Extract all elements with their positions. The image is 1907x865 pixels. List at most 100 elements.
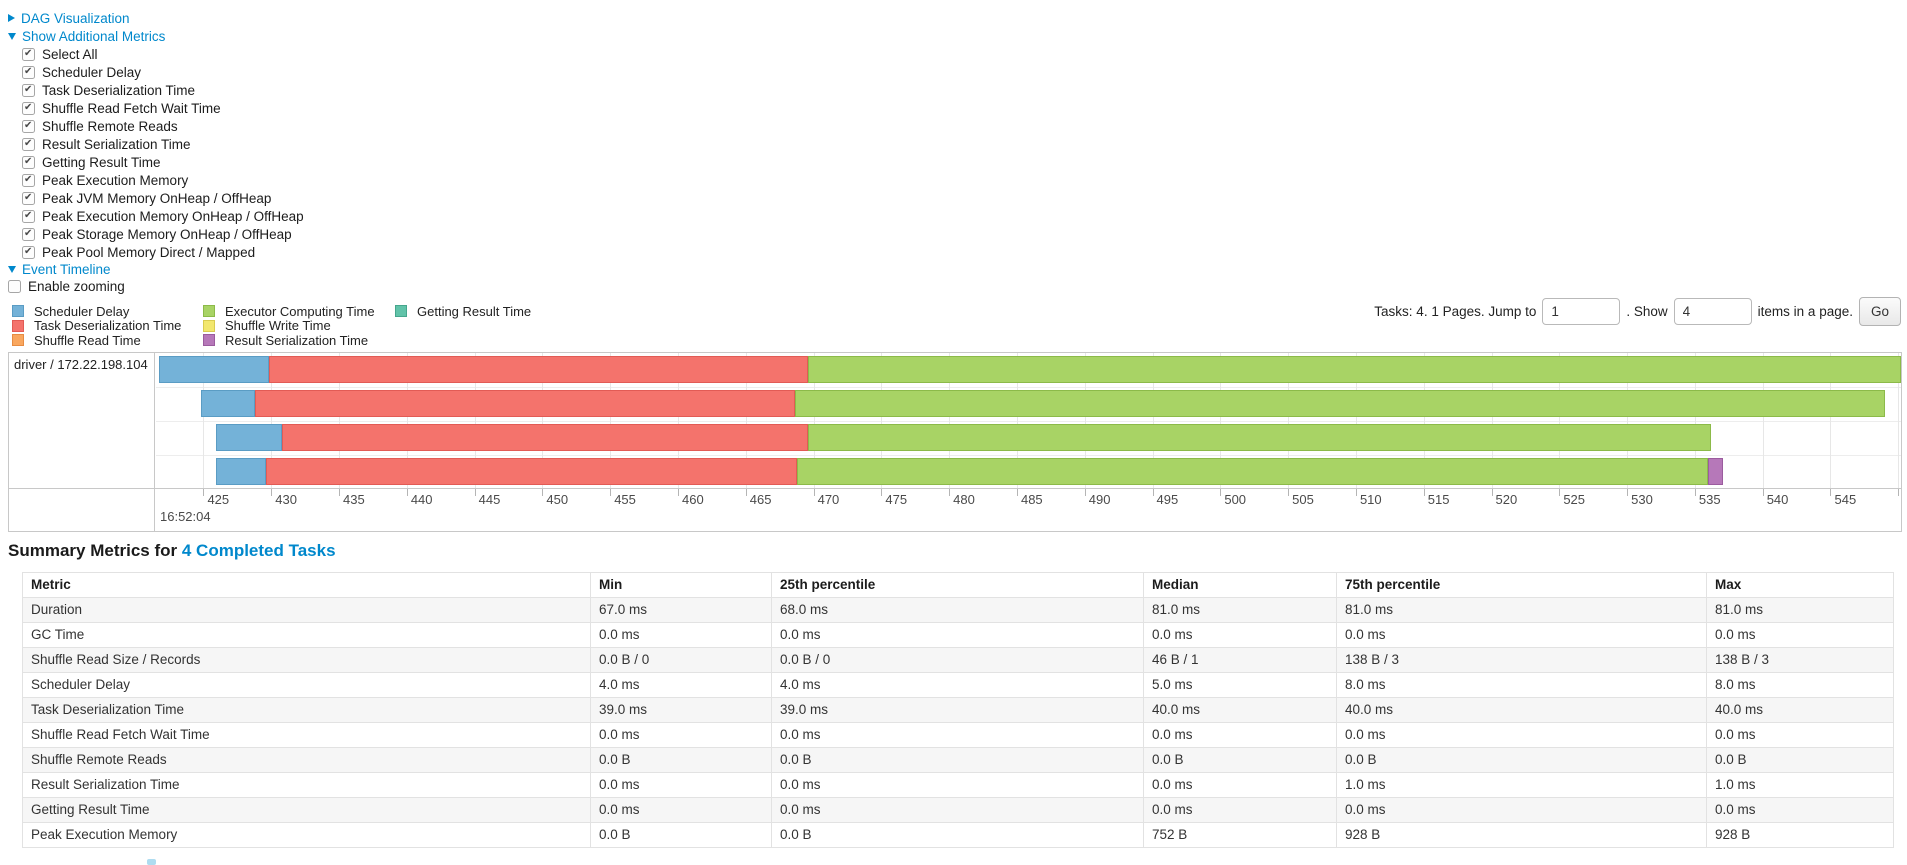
summary-metrics-title: Summary Metrics for 4 Completed Tasks [8,541,336,561]
metric-value-cell: 81.0 ms [1706,597,1894,623]
metric-checkbox-7[interactable] [22,173,35,187]
metric-checkbox-11[interactable] [22,245,35,259]
metric-value-cell: 0.0 ms [771,622,1144,648]
gridline [1152,353,1154,488]
metric-value-cell: 0.0 ms [1143,797,1337,823]
timeline-segment-task-3-result_serialization[interactable] [1708,458,1724,485]
enable-zooming-checkbox[interactable] [8,279,21,293]
metric-checkbox-8[interactable] [22,191,35,205]
dag-visualization-toggle[interactable]: DAG Visualization [8,10,130,26]
axis-tick [203,489,205,496]
legend-item-task_deserialization: Task Deserialization Time [12,318,181,333]
metric-value-cell: 0.0 ms [590,797,772,823]
metric-value-cell: 0.0 B [1143,747,1337,773]
metric-checkbox-2[interactable] [22,83,35,97]
metric-checkbox-4[interactable] [22,119,35,133]
expanded-arrow-icon [8,265,16,273]
metric-checkbox-0[interactable] [22,47,35,61]
gridline [949,353,951,488]
timeline-segment-task-3-executor_computing[interactable] [797,458,1709,485]
gridline [542,353,544,488]
metric-checkbox-5[interactable] [22,137,35,151]
gridline [1627,353,1629,488]
task-pagination: Tasks: 4. 1 Pages. Jump to . Show items … [1374,294,1901,328]
axis-tick-label: 520 [1495,492,1518,507]
axis-tick [1355,489,1357,496]
timeline-segment-task-1-scheduler_delay[interactable] [200,390,255,417]
metric-value-cell: 138 B / 3 [1336,647,1707,673]
gridline [406,353,408,488]
timeline-segment-task-2-executor_computing[interactable] [808,424,1712,451]
event-timeline-toggle[interactable]: Event Timeline [8,261,111,277]
metric-value-cell: 1.0 ms [1706,772,1894,798]
legend-swatch-icon [12,334,24,347]
additional-metrics-checkbox-list: Select All Scheduler Delay Task Deserializ… [22,45,304,261]
legend-item-getting_result: Getting Result Time [395,304,531,319]
axis-tick-label: 430 [275,492,297,507]
axis-tick [1898,489,1900,496]
gridline [1898,353,1900,488]
axis-tick [1220,489,1222,496]
metric-checkbox-row: Result Serialization Time [22,135,304,153]
metric-checkbox-row: Peak Pool Memory Direct / Mapped [22,243,304,261]
metric-name-cell: Scheduler Delay [22,672,591,698]
gridline [1559,353,1561,488]
jump-to-page-input[interactable] [1542,297,1621,325]
timeline-segment-task-3-task_deserialization[interactable] [265,458,798,485]
timeline-segment-task-3-scheduler_delay[interactable] [215,458,266,485]
metric-checkbox-6[interactable] [22,155,35,169]
completed-tasks-link[interactable]: 4 Completed Tasks [181,541,336,560]
show-additional-metrics-toggle[interactable]: Show Additional Metrics [8,28,165,44]
metric-value-cell: 0.0 B / 0 [590,647,772,673]
metric-checkbox-10[interactable] [22,227,35,241]
items-per-page-input[interactable] [1673,297,1752,325]
metric-checkbox-row: Select All [22,45,304,63]
metric-value-cell: 928 B [1706,822,1894,848]
metric-value-cell: 0.0 B [590,747,772,773]
axis-tick [474,489,476,496]
summary-metrics-table: Metric Min 25th percentile Median 75th perce… [22,572,1894,848]
timeline-segment-task-2-scheduler_delay[interactable] [215,424,283,451]
metric-value-cell: 0.0 ms [590,622,772,648]
metric-value-cell: 39.0 ms [590,697,772,723]
axis-tick [745,489,747,496]
timeline-segment-task-2-task_deserialization[interactable] [282,424,809,451]
metric-checkbox-label: Getting Result Time [42,154,161,170]
timeline-segment-task-0-scheduler_delay[interactable] [158,356,269,383]
axis-tick-label: 450 [546,492,569,507]
axis-tick-label: 505 [1292,492,1314,507]
legend-swatch-icon [12,319,24,332]
metric-value-cell: 0.0 ms [1336,622,1707,648]
summary-table-row: Duration 67.0 ms 68.0 ms 81.0 ms 81.0 ms 81.0… [22,597,1894,623]
gridline [339,353,341,488]
go-button[interactable]: Go [1858,296,1901,326]
timeline-segment-task-0-executor_computing[interactable] [808,356,1901,383]
timeline-segment-task-1-task_deserialization[interactable] [254,390,795,417]
enable-zooming-label: Enable zooming [28,278,125,294]
metric-name-cell: Shuffle Remote Reads [22,747,591,773]
metric-value-cell: 0.0 ms [1143,772,1337,798]
metric-value-cell: 8.0 ms [1706,672,1894,698]
axis-tick-label: 445 [478,492,501,507]
axis-tick [1423,489,1425,496]
axis-tick-label: 515 [1427,492,1450,507]
timeline-segment-task-1-executor_computing[interactable] [794,390,1885,417]
metric-value-cell: 4.0 ms [771,672,1144,698]
axis-tick-label: 480 [953,492,975,507]
show-text: . Show [1626,303,1668,319]
row-separator-line [156,455,1901,456]
metric-value-cell: 0.0 ms [590,772,772,798]
metric-value-cell: 40.0 ms [1143,697,1337,723]
gridline [1355,353,1357,488]
legend-column: Scheduler Delay Task Deserialization Time… [12,304,181,348]
metric-value-cell: 928 B [1336,822,1707,848]
axis-tick [1152,489,1154,496]
metric-checkbox-1[interactable] [22,65,35,79]
metric-checkbox-row: Peak Storage Memory OnHeap / OffHeap [22,225,304,243]
timeline-segment-task-0-task_deserialization[interactable] [268,356,809,383]
metric-checkbox-9[interactable] [22,209,35,223]
metric-checkbox-3[interactable] [22,101,35,115]
metric-value-cell: 0.0 ms [1706,722,1894,748]
legend-swatch-icon [395,305,407,318]
metric-value-cell: 1.0 ms [1336,772,1707,798]
